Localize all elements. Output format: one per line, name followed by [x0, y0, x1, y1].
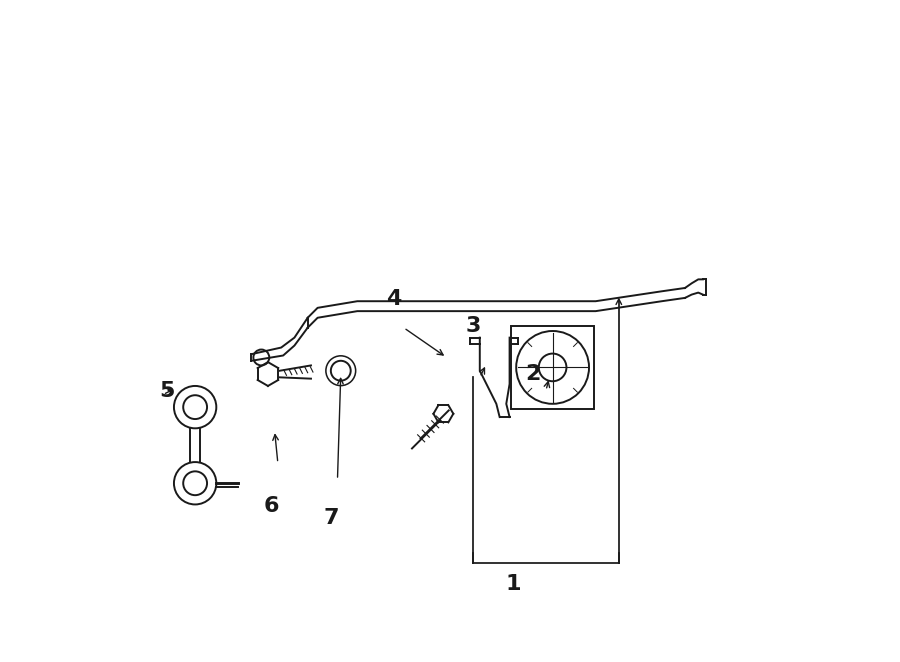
Text: 4: 4 [386, 289, 401, 309]
Text: 1: 1 [505, 574, 520, 594]
Text: 3: 3 [465, 316, 481, 336]
Text: 2: 2 [525, 364, 540, 384]
Text: 6: 6 [264, 496, 279, 516]
Text: 5: 5 [159, 381, 175, 401]
Text: 7: 7 [323, 508, 338, 528]
